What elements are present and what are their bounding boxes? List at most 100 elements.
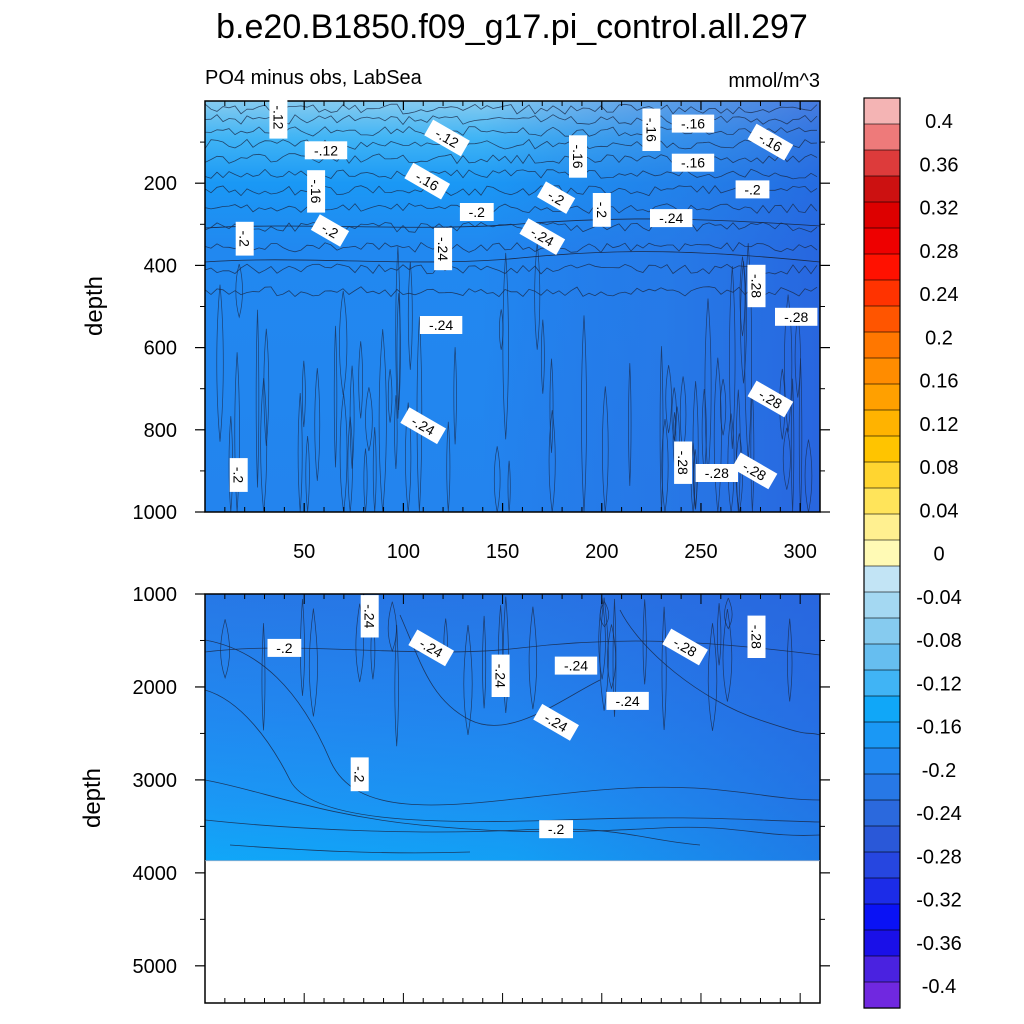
upper-contour-line (548, 410, 556, 512)
lower-contour-label-box (747, 615, 766, 658)
upper-contour-label-box (747, 380, 794, 418)
upper-contour-label-box (747, 264, 766, 308)
upper-contour-label: -.16 (642, 108, 661, 152)
upper-contour-label-box (775, 307, 818, 326)
upper-contour-label-text: -.12 (270, 105, 286, 129)
upper-contour-line (394, 395, 398, 470)
upper-contour-label: -.2 (229, 458, 248, 492)
upper-contour-line (235, 263, 243, 319)
upper-contour-label: -.24 (650, 209, 693, 228)
upper-contour-line (205, 103, 818, 115)
upper-contour-line (263, 328, 270, 446)
lower-contour-line (205, 819, 701, 846)
upper-contour-label-text: -.16 (643, 118, 659, 142)
colorbar-swatch (863, 955, 901, 983)
upper-contour-label-box (400, 407, 447, 445)
upper-contour-line (395, 246, 401, 419)
colorbar-swatch (863, 357, 901, 385)
upper-contour-line (727, 413, 735, 512)
lower-axes: 1000 2000 3000 4000 5000 (133, 584, 830, 1003)
lower-contour-line (612, 598, 617, 717)
upper-contour-label-box (304, 141, 348, 160)
upper-contour-label-box (650, 209, 693, 228)
upper-contour-line (205, 202, 818, 214)
upper-contour-line (205, 242, 818, 254)
lower-contour-label-box (662, 628, 708, 666)
upper-contour-label: -.16 (671, 153, 715, 172)
lower-y-tick-label: 5000 (133, 956, 178, 978)
lower-contour-line (394, 624, 399, 747)
upper-y-tick-label: 200 (144, 173, 177, 195)
upper-contour-label: -.28 (775, 307, 818, 326)
lower-contour-label-box (491, 654, 510, 697)
upper-contour-label: -.2 (735, 180, 770, 199)
upper-field-shade (205, 101, 820, 512)
upper-contour-line (671, 387, 677, 441)
upper-contour-line (216, 284, 224, 442)
colorbar-label: 0.4 (925, 111, 953, 133)
upper-contour-line (798, 358, 803, 512)
lower-contour-label-text: -.2 (352, 766, 368, 783)
upper-contour-label-text: -.2 (594, 202, 610, 219)
upper-contour-label-text: -.28 (749, 274, 765, 298)
colorbar-swatch (863, 305, 901, 333)
colorbar-swatch (863, 331, 901, 359)
lower-contour-line (482, 615, 487, 709)
lower-contour-line (661, 606, 667, 731)
upper-contour-line (387, 369, 393, 423)
upper-contour-line (453, 347, 457, 445)
upper-contour-label-box (307, 170, 326, 213)
upper-contour-line (205, 218, 820, 229)
upper-contour-line (205, 251, 820, 263)
upper-contour-line (405, 402, 412, 512)
colorbar-swatch (863, 591, 901, 619)
upper-contour-line (729, 266, 736, 449)
colorbar-swatch (863, 565, 901, 593)
upper-contour-line (740, 261, 747, 384)
upper-plot-area (205, 101, 820, 512)
upper-contour-label-box (235, 221, 254, 256)
upper-contour-label-box (404, 162, 451, 200)
lower-contour-label: -.2 (267, 638, 302, 657)
upper-contour-line (499, 309, 504, 350)
lower-contour-label-box (554, 656, 598, 675)
colorbar-label: 0.32 (920, 198, 959, 220)
upper-contour-line (581, 315, 587, 512)
upper-contour-label-text: -.28 (675, 451, 691, 475)
upper-contour-label-text: -.16 (570, 144, 586, 168)
upper-contour-label-text: -.12 (314, 142, 338, 158)
upper-contour-line (782, 427, 791, 490)
colorbar-swatch (863, 201, 901, 229)
upper-contour-line (661, 418, 669, 512)
upper-contour-line (735, 389, 741, 512)
upper-contour-label: -.24 (419, 316, 463, 334)
upper-contour-label-text: -.2 (231, 467, 247, 484)
upper-contour-line (363, 448, 368, 512)
colorbar: 0.4 0.36 0.32 0.28 0.24 0.2 0.16 0.12 0.08 0.04 0 -… (863, 97, 962, 1009)
upper-contour-label: -.28 (695, 464, 738, 482)
lower-contour-label: -.24 (491, 654, 510, 697)
upper-contour-label-box (310, 214, 350, 247)
colorbar-swatch (863, 643, 901, 671)
upper-contour-line (333, 325, 338, 468)
upper-contour-label-text: -.2 (237, 231, 253, 248)
lower-contour-label-box (539, 820, 573, 839)
colorbar-swatch (863, 669, 901, 697)
lower-contour-label: -.24 (554, 656, 598, 675)
lower-contour-label-box (408, 629, 455, 667)
upper-y-axis-title: depth (81, 276, 108, 336)
upper-contour-line (205, 263, 818, 275)
upper-contour-label: -.12 (269, 96, 288, 139)
colorbar-swatch (863, 799, 901, 827)
upper-contour-label-box (642, 108, 661, 152)
lower-contour-label: -.24 (360, 595, 379, 638)
lower-contour-line (308, 608, 318, 717)
upper-contour-line (255, 309, 260, 488)
upper-contour-line (750, 390, 755, 512)
lower-y-tick-label: 3000 (133, 770, 178, 792)
upper-contour-line (365, 387, 373, 452)
colorbar-swatch (863, 227, 901, 255)
lower-contour-line (205, 779, 820, 836)
upper-contour-label-text: -.16 (308, 179, 324, 203)
lower-contour-line (299, 598, 306, 696)
